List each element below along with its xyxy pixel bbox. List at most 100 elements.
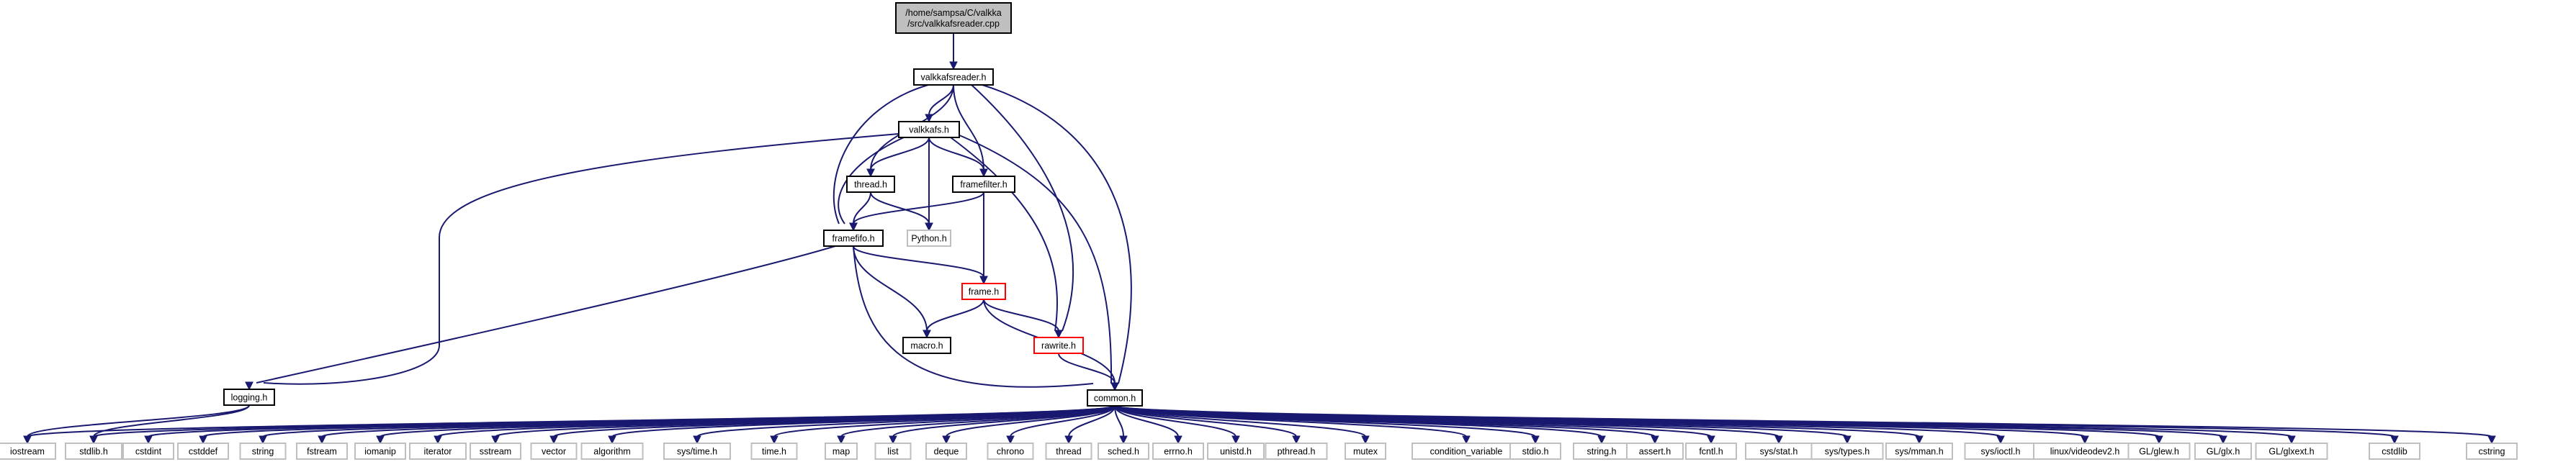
node-fstream-box [296,443,348,460]
node-glxext[interactable]: GL/glxext.h [2255,443,2328,460]
node-chrono[interactable]: chrono [987,443,1034,460]
node-cstring-label: cstring [2479,447,2505,457]
node-valkkafs[interactable]: valkkafs.h [898,121,960,138]
node-frame-box [961,283,1006,300]
node-macro[interactable]: macro.h [902,337,951,354]
node-errno[interactable]: errno.h [1152,443,1204,460]
node-unistd-label: unistd.h [1220,447,1252,457]
edge-valkkafs-to-logging [263,132,908,385]
node-thread[interactable]: thread.h [846,176,895,193]
node-fstream[interactable]: fstream [296,443,348,460]
node-common[interactable]: common.h [1087,389,1143,407]
node-systime-box [663,443,731,460]
node-cstdint-label: cstdint [135,447,162,457]
node-root[interactable]: /home/sampsa/C/valkka/src/valkkafsreader… [895,2,1012,34]
node-iomanip[interactable]: iomanip [354,443,406,460]
arrowhead-common-to-deque [942,435,951,445]
node-list[interactable]: list [874,443,912,460]
arrowhead-common-to-glew [2155,435,2163,445]
node-sysstat[interactable]: sys/stat.h [1745,443,1813,460]
edge-common-to-list [892,405,1116,437]
arrowhead-common-to-stringh [1597,435,1606,445]
node-glxext-box [2255,443,2328,460]
node-vector[interactable]: vector [530,443,578,460]
node-systypes[interactable]: sys/types.h [1810,443,1884,460]
node-sysmman[interactable]: sys/mman.h [1885,443,1953,460]
node-mutex-box [1345,443,1386,460]
node-valkkafsreader-box [913,68,994,86]
arrowhead-common-to-videodev [2081,435,2089,445]
edge-valkkafsreader-to-valkkafs [928,84,954,116]
node-algorithm-box [580,443,644,460]
arrowhead-common-to-assert [1651,435,1659,445]
node-logging[interactable]: logging.h [223,389,275,406]
node-systypes-box [1810,443,1884,460]
edge-frame-to-rawrite [983,299,1059,332]
edge-framefifo-to-macro [853,245,928,332]
node-map-box [825,443,858,460]
arrowhead-common-to-sysmman [1915,435,1924,445]
edge-common-to-pthread [1114,405,1297,437]
node-glew[interactable]: GL/glew.h [2127,443,2191,460]
node-algorithm[interactable]: algorithm [580,443,644,460]
node-deque[interactable]: deque [925,443,967,460]
arrowhead-common-to-cstring [2487,435,2496,445]
node-iterator[interactable]: iterator [409,443,467,460]
node-stdio[interactable]: stdio.h [1509,443,1561,460]
node-assert-box [1626,443,1684,460]
node-vector-label: vector [542,447,566,457]
edge-common-to-deque [946,405,1116,437]
node-stdlib[interactable]: stdlib.h [65,443,122,460]
node-macro-box [902,337,951,354]
node-assert[interactable]: assert.h [1626,443,1684,460]
node-string[interactable]: string [239,443,287,460]
edge-frame-to-macro [926,299,984,332]
node-framefifo[interactable]: framefifo.h [823,230,884,247]
edge-valkkafs-to-framefilter [928,137,984,171]
edge-common-to-threadstd [1068,405,1116,437]
node-pthread[interactable]: pthread.h [1265,443,1328,460]
node-sstream[interactable]: sstream [470,443,521,460]
node-fcntl[interactable]: fcntl.h [1685,443,1737,460]
node-condvar[interactable]: condition_variable [1412,443,1521,460]
node-frame[interactable]: frame.h [961,283,1006,300]
node-threadstd[interactable]: thread [1045,443,1092,460]
node-valkkafsreader[interactable]: valkkafsreader.h [913,68,994,86]
node-cstdint[interactable]: cstdint [122,443,174,460]
node-timeh-box [750,443,798,460]
node-python[interactable]: Python.h [907,230,951,247]
edge-valkkafsreader-to-framefilter [953,84,984,171]
node-framefilter-box [952,176,1015,193]
node-framefilter-label: framefilter.h [960,180,1007,190]
node-threadstd-label: thread [1056,447,1081,457]
arrowhead-common-to-stdio [1531,435,1540,445]
arrowhead-common-to-systypes [1843,435,1852,445]
node-stringh[interactable]: string.h [1573,443,1630,460]
node-glx[interactable]: GL/glx.h [2194,443,2252,460]
arrowhead-common-to-vector [549,435,558,445]
arrowhead-common-to-fcntl [1707,435,1715,445]
node-timeh[interactable]: time.h [750,443,798,460]
node-systime[interactable]: sys/time.h [663,443,731,460]
arrowhead-common-to-unistd [1231,435,1240,445]
node-mutex[interactable]: mutex [1345,443,1386,460]
node-videodev[interactable]: linux/videodev2.h [2033,443,2137,460]
edge-valkkafs-to-framefifo [838,137,905,225]
node-cstring[interactable]: cstring [2466,443,2518,460]
node-rawrite[interactable]: rawrite.h [1033,337,1084,354]
node-iostream[interactable]: iostream [0,443,56,460]
node-rawrite-label: rawrite.h [1041,341,1076,351]
node-framefilter[interactable]: framefilter.h [952,176,1015,193]
node-errno-box [1152,443,1204,460]
arrowhead-common-to-map [837,435,845,445]
node-sysioctl[interactable]: sys/ioctl.h [1964,443,2037,460]
node-sched[interactable]: sched.h [1098,443,1149,460]
node-unistd[interactable]: unistd.h [1207,443,1265,460]
node-cstdlib[interactable]: cstdlib [2369,443,2420,460]
edge-common-to-sched [1114,405,1124,437]
node-sysioctl-label: sys/ioctl.h [1981,447,2021,457]
arrowhead-common-to-sstream [491,435,500,445]
node-cstddef[interactable]: cstddef [177,443,229,460]
node-map[interactable]: map [825,443,858,460]
node-logging-label: logging.h [231,393,268,403]
